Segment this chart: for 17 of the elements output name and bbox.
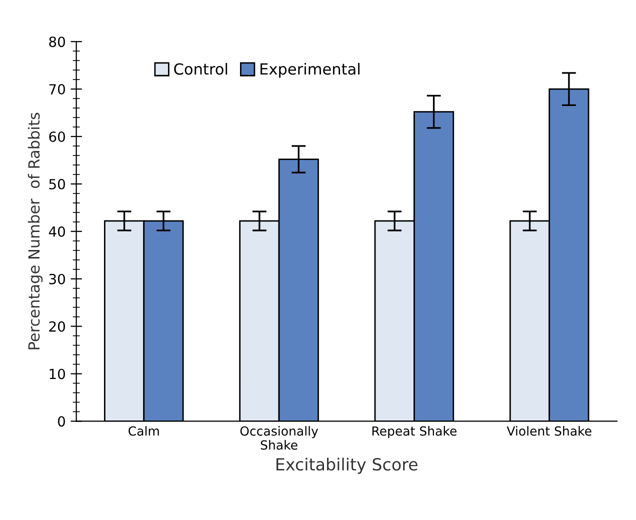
y-tick-label: 10 [50,368,65,380]
y-axis-title: Percentage Number of Rabbits [28,112,43,350]
x-axis-title: Excitability Score [276,458,418,474]
y-tick-label: 80 [49,36,65,48]
y-tick-label: 50 [49,178,65,190]
y-tick-label: 60 [49,131,65,142]
y-tick-label: 40 [48,226,65,237]
x-tick-label: Occasionally Shake [240,426,318,450]
x-tick-label: Violent Shake [506,426,592,436]
y-tick-label: 20 [49,321,65,332]
y-tick-label: 30 [49,274,65,284]
legend-label: Experimental [260,62,360,78]
x-tick-label: Repeat Shake [372,426,457,438]
y-tick-label: 70 [49,84,65,95]
legend-label: Control [174,62,228,75]
y-tick-label: 0 [58,416,65,427]
x-tick-label: Calm [128,426,159,436]
